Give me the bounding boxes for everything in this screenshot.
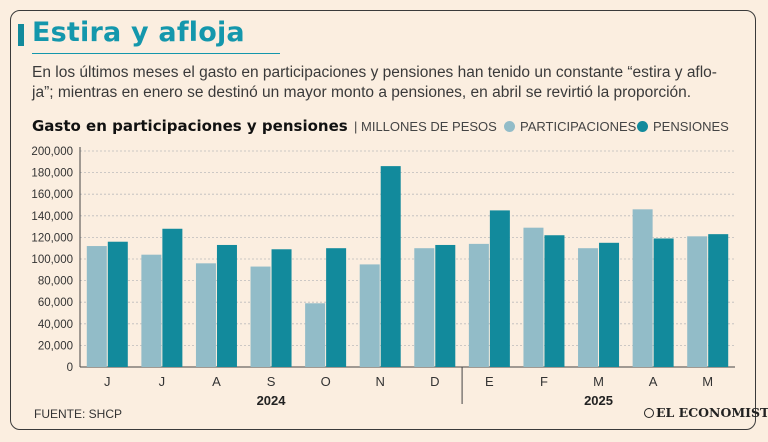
source-note: FUENTE: SHCP <box>34 407 123 421</box>
y-tick-label: 160,000 <box>31 189 73 201</box>
bar-participaciones-1 <box>141 254 162 367</box>
y-tick-label: 60,000 <box>38 297 73 309</box>
bar-pensiones-11 <box>708 234 729 367</box>
y-tick-label: 80,000 <box>38 276 73 288</box>
bar-participaciones-9 <box>578 248 599 367</box>
bar-participaciones-3 <box>250 266 271 367</box>
x-tick-label: F <box>540 374 548 389</box>
y-tick-label: 40,000 <box>38 319 73 331</box>
infographic-frame <box>10 10 756 430</box>
x-tick-label: S <box>267 374 276 389</box>
x-tick-label: J <box>159 374 166 389</box>
x-tick-label: A <box>212 374 221 389</box>
bar-pensiones-6 <box>435 244 456 367</box>
bar-participaciones-11 <box>687 236 708 367</box>
x-tick-label: E <box>485 374 494 389</box>
bar-pensiones-7 <box>489 210 510 367</box>
y-tick-label: 140,000 <box>31 211 73 223</box>
bar-pensiones-8 <box>544 235 565 367</box>
chart-header: Gasto en participaciones y pensiones | M… <box>32 117 732 137</box>
bar-pensiones-3 <box>271 249 292 367</box>
legend-label-pensiones: PENSIONES <box>653 119 729 134</box>
y-tick-label: 120,000 <box>31 232 73 244</box>
legend-item-participaciones: PARTICIPACIONES <box>504 119 636 134</box>
bar-participaciones-10 <box>632 209 653 367</box>
y-tick-label: 20,000 <box>38 340 73 352</box>
year-label: 2024 <box>257 393 287 408</box>
y-tick-label: 200,000 <box>31 146 73 158</box>
dek-paragraph: En los últimos meses el gasto en partici… <box>32 64 717 101</box>
x-tick-label: M <box>593 374 604 389</box>
y-tick-label: 180,000 <box>31 168 73 180</box>
bar-pensiones-4 <box>326 248 347 367</box>
bar-participaciones-6 <box>414 248 435 367</box>
y-tick-label: 0 <box>67 362 73 374</box>
bar-participaciones-5 <box>359 264 380 367</box>
brand-logo: EL ECONOMISTA <box>644 405 768 420</box>
brand-name: EL ECONOMISTA <box>656 405 768 420</box>
legend-label-participaciones: PARTICIPACIONES <box>520 119 637 134</box>
legend-swatch-participaciones <box>504 121 515 132</box>
year-label: 2025 <box>584 393 613 408</box>
unit-label: MILLONES DE PESOS <box>361 119 497 134</box>
chart-title: Gasto en participaciones y pensiones <box>32 117 348 135</box>
chart-unit: | MILLONES DE PESOS <box>354 119 497 134</box>
y-tick-label: 100,000 <box>31 254 73 266</box>
bar-pensiones-0 <box>107 241 128 367</box>
x-tick-label: A <box>649 374 658 389</box>
x-tick-label: J <box>104 374 111 389</box>
bar-participaciones-2 <box>195 263 216 367</box>
bar-pensiones-10 <box>653 238 674 367</box>
bar-pensiones-2 <box>216 244 237 367</box>
bar-participaciones-4 <box>305 303 326 367</box>
headline-accent <box>18 24 24 46</box>
x-tick-label: M <box>702 374 713 389</box>
legend-swatch-pensiones <box>637 121 648 132</box>
bar-participaciones-8 <box>523 227 544 367</box>
x-tick-label: D <box>430 374 439 389</box>
x-tick-label: N <box>376 374 385 389</box>
bar-pensiones-1 <box>162 228 183 367</box>
legend-item-pensiones: PENSIONES <box>637 119 729 134</box>
x-tick-label: O <box>321 374 331 389</box>
bar-pensiones-9 <box>599 242 620 367</box>
bar-participaciones-0 <box>86 246 107 367</box>
brand-globe-icon <box>644 408 654 418</box>
headline: Estira y afloja <box>32 17 245 48</box>
bar-participaciones-7 <box>468 243 489 367</box>
headline-rule <box>32 53 280 54</box>
bar-pensiones-5 <box>380 166 401 367</box>
